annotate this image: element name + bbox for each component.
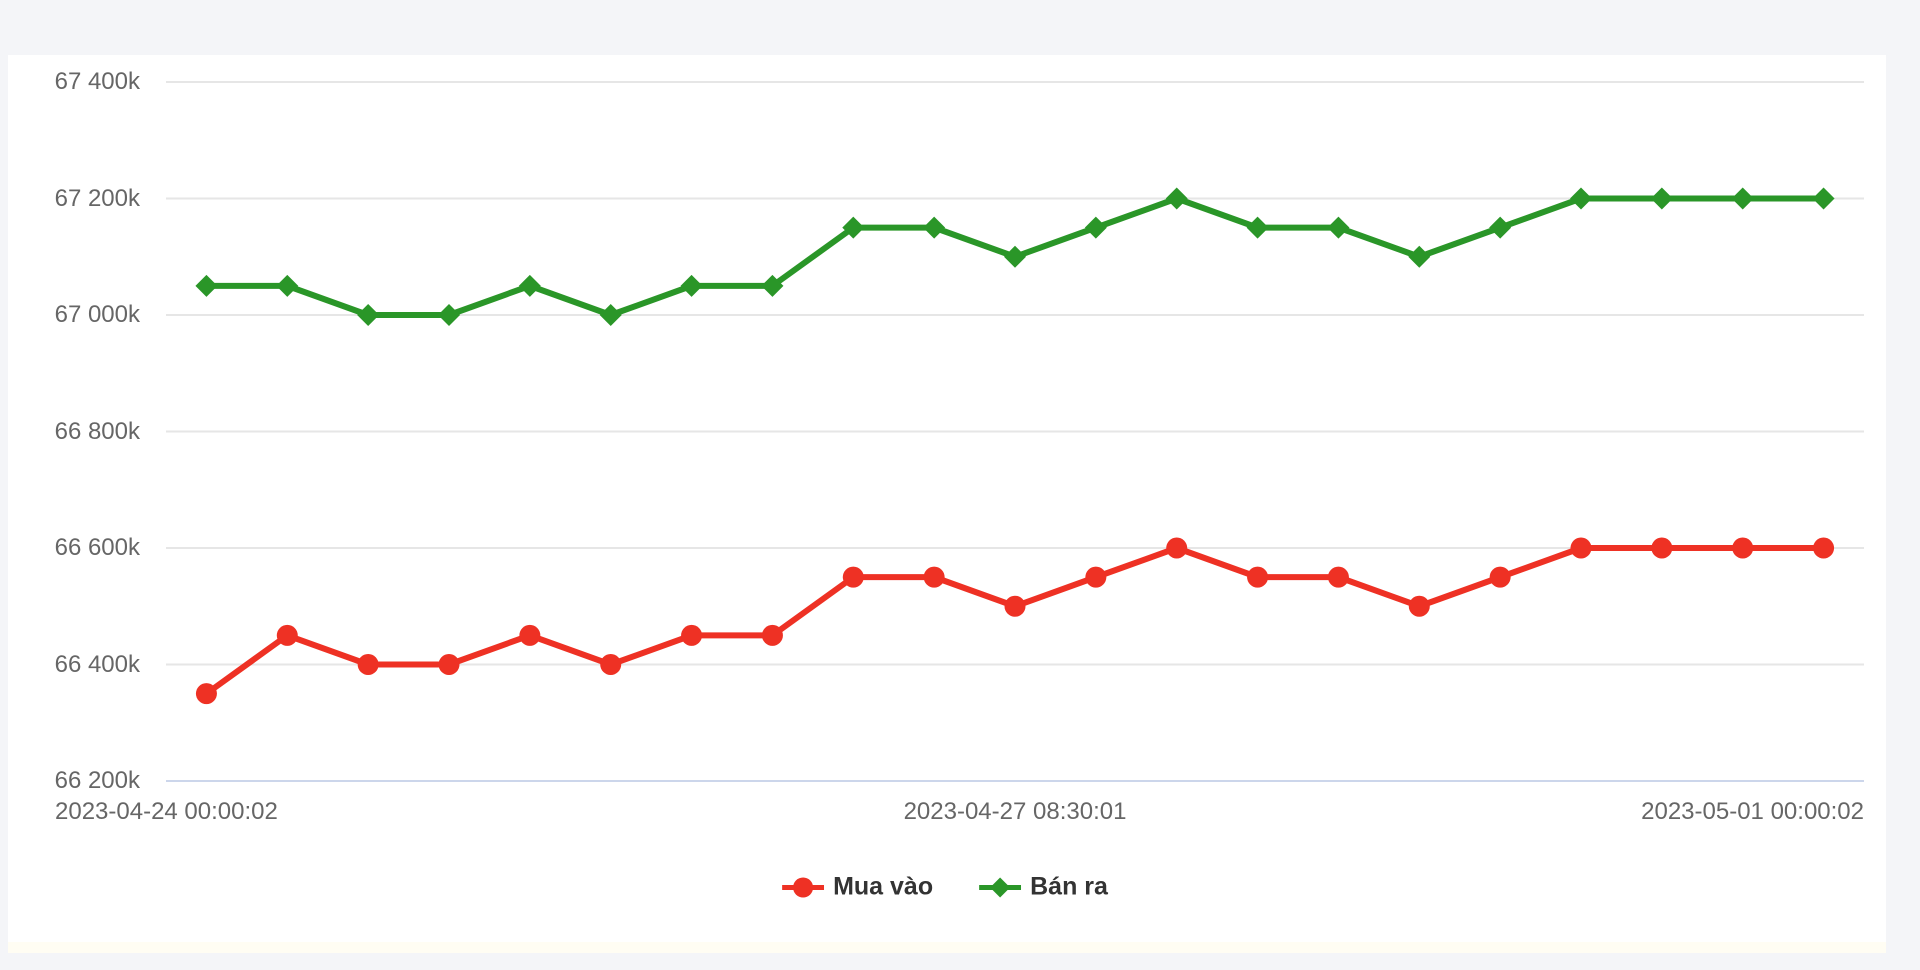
- y-axis-tick-label: 67 000k: [54, 301, 140, 328]
- data-point-marker-diamond[interactable]: [1084, 216, 1107, 239]
- data-point-marker-circle[interactable]: [1408, 595, 1430, 617]
- y-axis-tick-label: 66 400k: [54, 650, 140, 678]
- data-point-marker-diamond[interactable]: [761, 274, 784, 297]
- data-point-marker-diamond[interactable]: [1327, 216, 1350, 239]
- data-point-marker-circle[interactable]: [276, 624, 298, 646]
- data-point-marker-diamond[interactable]: [276, 274, 299, 297]
- y-axis-tick-label: 67 200k: [54, 184, 140, 212]
- legend-circle-marker-icon: [782, 877, 825, 897]
- data-point-marker-diamond[interactable]: [599, 304, 622, 326]
- chart-legend: Mua vào Bán ra: [782, 873, 1108, 902]
- x-axis-tick-label: 2023-04-27 08:30:01: [903, 798, 1127, 825]
- x-axis-tick-label: 2023-04-24 00:00:02: [55, 798, 278, 825]
- data-point-marker-circle[interactable]: [923, 566, 945, 588]
- data-point-marker-diamond[interactable]: [1650, 187, 1673, 210]
- legend-diamond-marker-icon: [979, 877, 1022, 897]
- data-point-marker-circle[interactable]: [195, 683, 217, 705]
- data-point-marker-circle[interactable]: [1570, 537, 1592, 559]
- data-point-marker-diamond[interactable]: [1731, 187, 1754, 210]
- y-axis-tick-label: 66 800k: [54, 417, 140, 445]
- data-point-marker-circle[interactable]: [1004, 595, 1026, 617]
- chart-card: [8, 55, 1886, 953]
- data-point-marker-diamond[interactable]: [357, 304, 380, 326]
- data-point-marker-diamond[interactable]: [923, 216, 946, 239]
- data-point-marker-diamond[interactable]: [1246, 216, 1269, 239]
- legend-item-label: Bán ra: [1030, 872, 1108, 901]
- legend-item-mua-vao[interactable]: Mua vào: [782, 873, 933, 902]
- data-point-marker-circle[interactable]: [761, 624, 783, 646]
- data-point-marker-circle[interactable]: [519, 624, 541, 646]
- data-point-marker-diamond[interactable]: [518, 274, 541, 297]
- y-axis-tick-label: 67 400k: [54, 68, 140, 95]
- data-point-marker-diamond[interactable]: [1004, 245, 1026, 268]
- data-point-marker-circle[interactable]: [600, 654, 622, 675]
- data-point-marker-diamond[interactable]: [1165, 187, 1188, 210]
- y-axis-tick-label: 66 600k: [54, 534, 140, 561]
- data-point-marker-diamond[interactable]: [438, 304, 460, 326]
- data-point-marker-circle[interactable]: [681, 624, 703, 646]
- legend-item-ban-ra[interactable]: Bán ra: [979, 873, 1108, 902]
- data-point-marker-diamond[interactable]: [195, 274, 218, 297]
- data-point-marker-circle[interactable]: [438, 654, 460, 675]
- data-point-marker-diamond[interactable]: [680, 274, 703, 297]
- data-point-marker-circle[interactable]: [1651, 537, 1673, 559]
- data-point-marker-circle[interactable]: [1085, 566, 1107, 588]
- x-axis-tick-label: 2023-05-01 00:00:02: [1641, 798, 1864, 825]
- data-point-marker-diamond[interactable]: [842, 216, 865, 239]
- card-bottom-strip: [8, 942, 1886, 953]
- data-point-marker-circle[interactable]: [357, 654, 379, 675]
- data-point-marker-circle[interactable]: [1732, 537, 1754, 559]
- data-point-marker-circle[interactable]: [1813, 537, 1835, 559]
- data-point-marker-circle[interactable]: [1166, 537, 1188, 559]
- data-point-marker-diamond[interactable]: [1812, 187, 1835, 210]
- data-point-marker-circle[interactable]: [842, 566, 864, 588]
- legend-item-label: Mua vào: [833, 872, 934, 901]
- y-axis-tick-label: 66 200k: [54, 767, 140, 794]
- data-point-marker-circle[interactable]: [1247, 566, 1269, 588]
- data-point-marker-diamond[interactable]: [1570, 187, 1592, 210]
- data-point-marker-circle[interactable]: [1327, 566, 1349, 588]
- data-point-marker-diamond[interactable]: [1408, 245, 1431, 268]
- data-point-marker-circle[interactable]: [1489, 566, 1511, 588]
- data-point-marker-diamond[interactable]: [1489, 216, 1512, 239]
